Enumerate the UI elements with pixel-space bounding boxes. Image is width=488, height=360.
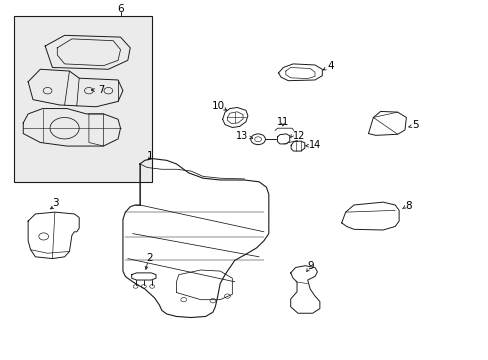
Text: 1: 1: [146, 151, 153, 161]
Text: 13: 13: [236, 131, 248, 141]
Text: 14: 14: [308, 140, 320, 150]
Text: 7: 7: [99, 85, 104, 95]
Text: 4: 4: [327, 62, 334, 71]
Text: 9: 9: [307, 261, 314, 271]
Bar: [14, 16, 152, 182]
Text: 5: 5: [411, 120, 418, 130]
Text: 12: 12: [292, 131, 305, 141]
Text: 2: 2: [146, 253, 153, 263]
Text: 10: 10: [212, 101, 225, 111]
Text: 3: 3: [52, 198, 59, 208]
Text: 6: 6: [117, 4, 123, 14]
Text: 8: 8: [404, 201, 411, 211]
Text: 11: 11: [276, 117, 288, 127]
